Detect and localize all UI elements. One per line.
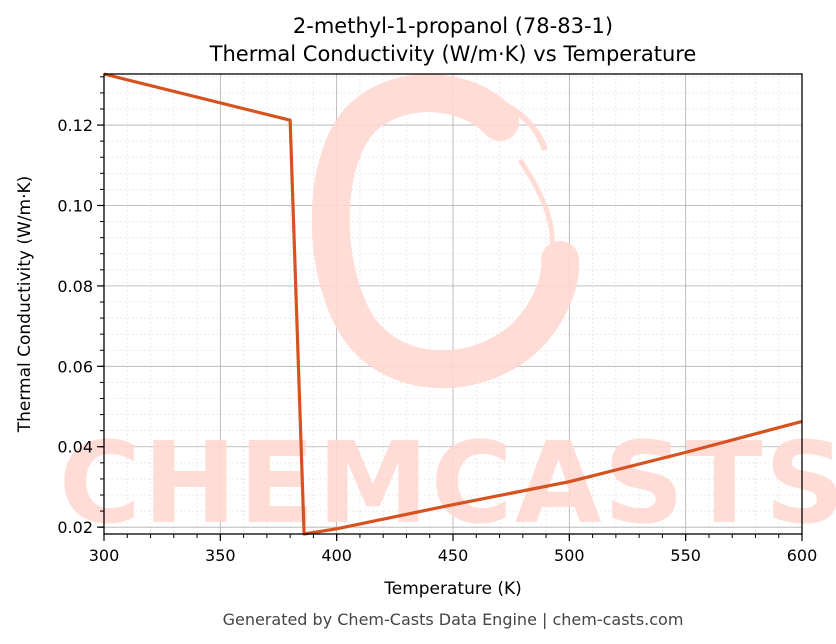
- axis-ticks: [97, 76, 803, 541]
- y-tick-label: 0.08: [57, 277, 93, 296]
- y-tick-label: 0.04: [57, 438, 93, 457]
- plot-area: CHEMCASTS: [59, 72, 836, 549]
- watermark-text: CHEMCASTS: [59, 419, 836, 549]
- x-tick-label: 350: [205, 546, 236, 565]
- x-axis-label: Temperature (K): [383, 579, 522, 599]
- series-layer: [103, 72, 803, 536]
- watermark: CHEMCASTS: [59, 74, 836, 549]
- y-tick-labels: 0.02 0.04 0.06 0.08 0.10 0.12: [57, 116, 93, 537]
- y-tick-label: 0.10: [57, 196, 93, 215]
- x-tick-label: 500: [554, 546, 585, 565]
- watermark-logo: [311, 74, 580, 389]
- x-tick-label: 300: [89, 546, 120, 565]
- x-tick-label: 550: [670, 546, 701, 565]
- chart-title: 2-methyl-1-propanol (78-83-1): [293, 14, 613, 38]
- series-line: [103, 72, 803, 536]
- x-tick-label: 400: [321, 546, 352, 565]
- x-tick-labels: 300 350 400 450 500 550 600: [89, 546, 818, 565]
- y-tick-label: 0.12: [57, 116, 93, 135]
- x-tick-label: 600: [787, 546, 818, 565]
- footer-credit: Generated by Chem-Casts Data Engine | ch…: [223, 610, 684, 629]
- chart-subtitle: Thermal Conductivity (W/m·K) vs Temperat…: [209, 42, 697, 66]
- x-tick-label: 450: [438, 546, 469, 565]
- y-tick-label: 0.02: [57, 518, 93, 537]
- y-tick-label: 0.06: [57, 357, 93, 376]
- y-axis-label: Thermal Conductivity (W/m·K): [15, 176, 35, 434]
